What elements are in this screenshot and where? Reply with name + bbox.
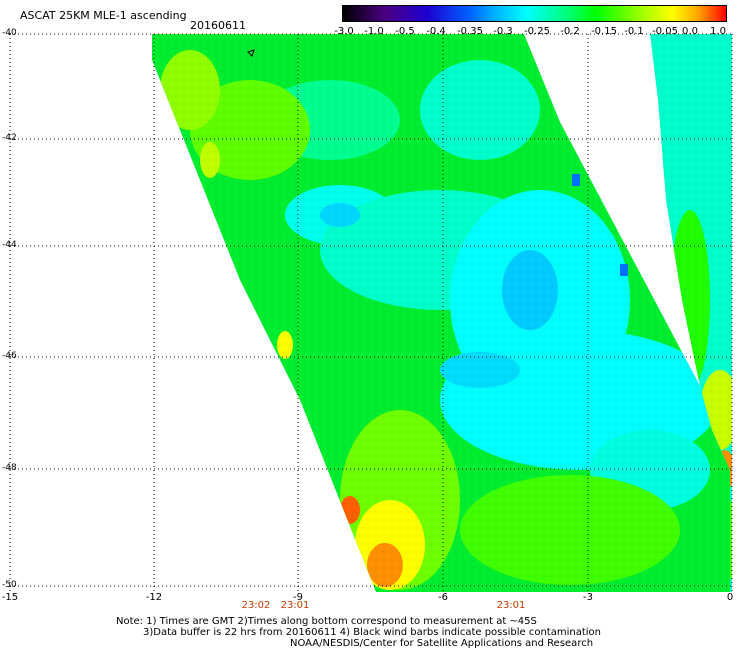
colorbar-label: -1.0 [364,26,384,37]
lon-label: -12 [145,592,163,603]
time-label: 23:01 [496,600,526,611]
lon-label: -15 [1,592,19,603]
map-title: ASCAT 25KM MLE-1 ascending [20,9,187,22]
note-line-1: Note: 1) Times are GMT 2)Times along bot… [116,616,537,627]
colorbar-label: -0.35 [457,26,483,37]
lat-label: -42 [2,133,17,143]
time-label: 23:01 [280,600,310,611]
barb-mark [247,49,255,57]
lat-label: -40 [2,28,17,38]
colorbar-label: -0.05 [652,26,678,37]
colorbar-label: -0.25 [524,26,550,37]
colorbar-label: -0.1 [624,26,644,37]
lat-label: -46 [2,351,17,361]
lon-label: 0 [726,592,734,603]
lat-label: -44 [2,240,17,250]
colorbar-label: 1.0 [710,26,726,37]
color-scale-bar [342,5,727,22]
note-line-2: 3)Data buffer is 22 hrs from 20160611 4)… [143,627,601,638]
map-date: 20160611 [190,19,246,32]
lat-label: -50 [2,580,17,590]
colorbar-label: -3.0 [334,26,354,37]
note-line-3: NOAA/NESDIS/Center for Satellite Applica… [290,638,594,649]
lon-label: -6 [438,592,448,603]
colorbar-label: -0.5 [395,26,415,37]
time-label: 23:02 [241,600,271,611]
lon-label: -9 [293,592,303,603]
colorbar-label: -0.3 [493,26,513,37]
lon-label: -3 [583,592,593,603]
colorbar-label: -0.2 [560,26,580,37]
grid-lines [9,33,733,592]
colorbar-label: -0.15 [591,26,617,37]
colorbar-label: 0.0 [682,26,698,37]
colorbar-label: -0.4 [426,26,446,37]
swath-main [152,34,730,592]
lat-label: -48 [2,463,17,473]
